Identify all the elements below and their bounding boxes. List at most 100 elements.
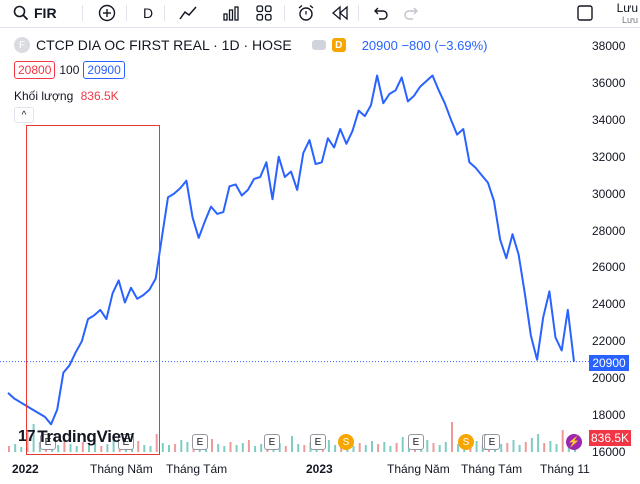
time-axis-label: Tháng Tám <box>461 462 523 476</box>
volume-label: Khối lượng <box>14 89 74 103</box>
volume-bar <box>451 422 453 452</box>
volume-bar <box>543 443 546 452</box>
split-marker[interactable]: S <box>458 434 474 450</box>
legend-title[interactable]: CTCP DIA OC FIRST REAL · 1D · HOSE <box>36 37 292 53</box>
collapse-legend-button[interactable]: ^ <box>14 107 34 123</box>
search-icon <box>13 5 29 21</box>
volume-bar <box>524 442 527 452</box>
grid-icon <box>256 5 272 21</box>
volume-bar <box>395 443 398 452</box>
volume-bar <box>383 442 386 452</box>
volume-bar <box>254 446 257 452</box>
price-series-line <box>7 74 575 426</box>
earnings-marker[interactable]: E <box>310 434 326 450</box>
symbol-logo: F <box>14 37 30 53</box>
volume-bar <box>180 440 183 452</box>
volume-bar <box>291 436 293 452</box>
volume-bar <box>518 445 521 452</box>
volume-bar <box>303 445 306 452</box>
plus-circle-icon <box>98 4 116 22</box>
interval-button[interactable]: D <box>143 5 154 21</box>
highlight-rectangle <box>26 125 160 455</box>
symbol-label: FIR <box>34 5 57 21</box>
legend-quote: 20900 −800 (−3.69%) <box>361 37 488 53</box>
earnings-marker[interactable]: E <box>484 434 500 450</box>
save-sub-label: Lưu <box>621 15 638 25</box>
split-marker[interactable]: S <box>338 434 354 450</box>
bid-ask: 20800 100 20900 <box>14 61 125 79</box>
time-axis-label: Tháng 11 <box>540 462 590 476</box>
price-axis-label: 28000 <box>592 223 626 238</box>
volume-bar <box>186 442 189 452</box>
undo-button[interactable] <box>371 3 389 23</box>
earnings-marker[interactable]: E <box>264 434 280 450</box>
symbol-search[interactable]: FIR <box>12 3 57 23</box>
earnings-marker[interactable]: E <box>408 434 424 450</box>
volume-bar <box>401 437 404 452</box>
earnings-marker[interactable]: E <box>192 434 208 450</box>
alert-button[interactable] <box>297 3 315 23</box>
volume-bar <box>334 445 337 452</box>
volume-bar <box>223 446 226 452</box>
chart-type-button[interactable] <box>179 3 197 23</box>
volume-bar <box>57 445 60 452</box>
volume-bar <box>364 445 367 452</box>
price-axis-label: 36000 <box>592 75 626 90</box>
earnings-marker[interactable]: E <box>118 434 134 450</box>
volume-bar <box>444 442 447 452</box>
volume-bar <box>174 444 177 452</box>
volume-bar <box>32 424 35 452</box>
volume-bar <box>555 444 558 452</box>
compare-button[interactable] <box>98 3 116 23</box>
layout-button[interactable] <box>576 3 594 23</box>
volume-bar <box>155 434 158 452</box>
templates-button[interactable] <box>255 3 273 23</box>
volume-bar <box>512 440 515 452</box>
buy-price[interactable]: 20900 <box>83 61 125 79</box>
volume-bar <box>432 443 435 452</box>
volume-bar <box>211 439 213 452</box>
earnings-marker[interactable]: E <box>40 434 56 450</box>
save-label: Lưu <box>616 1 638 15</box>
price-axis-label: 20000 <box>592 371 626 386</box>
volume-bar <box>426 440 429 452</box>
volume-bar <box>371 441 373 452</box>
volume-bar <box>14 444 17 452</box>
last-price-tag: 20900 <box>589 355 629 371</box>
redo-button[interactable] <box>403 3 421 23</box>
replay-button[interactable] <box>331 3 349 23</box>
price-axis-label: 16000 <box>592 445 626 459</box>
sell-price[interactable]: 20800 <box>14 61 56 79</box>
status-pill <box>311 40 326 50</box>
layout-icon <box>577 5 593 21</box>
alarm-clock-icon <box>298 5 314 21</box>
volume-bar <box>561 430 564 452</box>
volume-bar <box>235 445 238 452</box>
save-button[interactable]: Lưu Lưu <box>617 2 638 26</box>
volume-bar <box>475 441 478 452</box>
volume-bar <box>38 442 41 452</box>
volume-bar <box>69 444 72 452</box>
volume-bar <box>247 440 250 452</box>
volume-bar <box>530 438 533 452</box>
volume-bar <box>260 444 263 452</box>
price-axis-label: 24000 <box>592 297 626 312</box>
volume-legend: Khối lượng 836.5K <box>14 89 119 103</box>
rewind-icon <box>332 5 348 21</box>
time-axis-label: Tháng Tám <box>166 462 228 476</box>
volume-bar <box>297 444 300 452</box>
volume-bar <box>377 444 380 452</box>
volume-bar <box>75 446 78 452</box>
volume-bar <box>229 442 232 452</box>
volume-bar <box>100 446 103 452</box>
price-axis-label: 38000 <box>592 39 626 53</box>
dividend-marker[interactable]: ⚡ <box>566 434 582 450</box>
time-axis-label: 2023 <box>306 462 333 476</box>
delayed-badge[interactable]: D <box>331 38 346 52</box>
volume-bar <box>149 446 152 452</box>
volume-bar <box>137 441 140 452</box>
indicators-button[interactable] <box>222 3 240 23</box>
volume-bar <box>94 443 97 452</box>
volume-bar <box>549 441 552 452</box>
volume-bar <box>81 442 84 452</box>
